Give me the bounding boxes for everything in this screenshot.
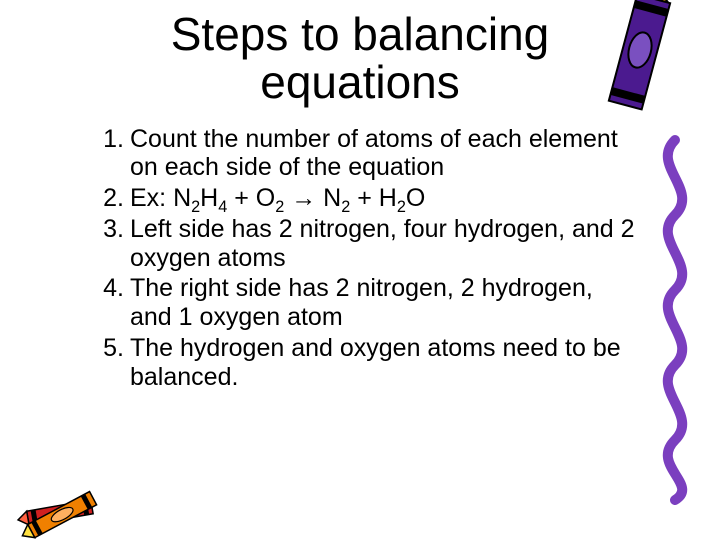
item-text: Ex: N2H4 + O2 → N2 + H2O xyxy=(130,184,425,212)
slide-title: Steps to balancing equations xyxy=(50,10,670,107)
list-item: 2. Ex: N2H4 + O2 → N2 + H2O xyxy=(90,184,635,213)
item-text: Left side has 2 nitrogen, four hydrogen,… xyxy=(130,215,635,272)
item-number: 4. xyxy=(90,274,124,303)
item-number: 5. xyxy=(90,334,124,363)
title-line-1: Steps to balancing xyxy=(171,8,550,60)
item-text: Count the number of atoms of each elemen… xyxy=(130,125,618,182)
squiggle-icon xyxy=(645,135,700,505)
list-item: 3. Left side has 2 nitrogen, four hydrog… xyxy=(90,215,635,273)
list-item: 5. The hydrogen and oxygen atoms need to… xyxy=(90,334,635,392)
item-text: The right side has 2 nitrogen, 2 hydroge… xyxy=(130,274,593,331)
crayons-icon xyxy=(11,483,113,540)
title-line-2: equations xyxy=(260,56,460,108)
slide: Steps to balancing equations 1. Count th… xyxy=(0,0,720,540)
item-number: 1. xyxy=(90,125,124,154)
item-text: The hydrogen and oxygen atoms need to be… xyxy=(130,334,621,391)
item-number: 2. xyxy=(90,184,124,213)
list-item: 4. The right side has 2 nitrogen, 2 hydr… xyxy=(90,274,635,332)
item-number: 3. xyxy=(90,215,124,244)
list-item: 1. Count the number of atoms of each ele… xyxy=(90,125,635,183)
steps-list: 1. Count the number of atoms of each ele… xyxy=(50,125,635,392)
